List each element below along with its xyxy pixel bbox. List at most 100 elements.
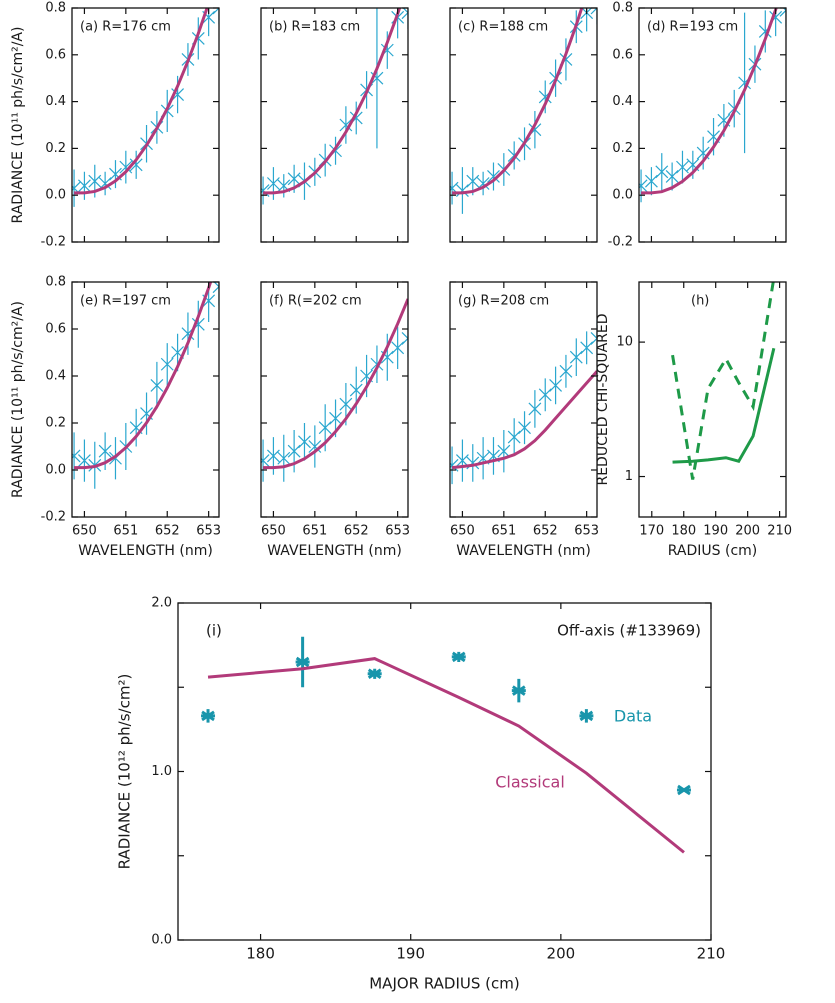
y-axis-label: RADIANCE (10¹¹ ph/s/cm²/A) <box>10 27 26 224</box>
plot-area <box>450 319 597 485</box>
data-point <box>295 636 310 688</box>
x-tick-label: 651 <box>113 524 138 539</box>
data-point <box>487 162 500 191</box>
x-tick-label: 650 <box>261 524 286 539</box>
data-point <box>580 331 594 365</box>
x-tick-label: 653 <box>196 524 221 539</box>
model-line <box>263 8 402 195</box>
data-point <box>298 423 311 461</box>
y-tick-label: 1 <box>625 469 633 484</box>
y-axis-label: REDUCED CHI-SQUARED <box>595 313 611 485</box>
y-tick-label: 0.4 <box>612 94 633 109</box>
y-tick-label: 0.2 <box>45 141 66 156</box>
data-point <box>450 446 459 485</box>
data-point <box>590 319 597 358</box>
x-tick-label: 651 <box>491 524 516 539</box>
frame <box>260 281 409 518</box>
x-tick-label: 652 <box>155 524 180 539</box>
data-point <box>538 378 552 412</box>
y-tick-label: 0.6 <box>45 47 66 62</box>
y-tick-label: 0.8 <box>612 1 633 16</box>
frame <box>449 7 598 243</box>
plot-area <box>639 8 786 203</box>
plot-area <box>261 8 408 205</box>
data-point <box>707 117 720 156</box>
data-point <box>779 8 786 27</box>
data-point <box>77 439 91 482</box>
y-tick-label: 2.0 <box>151 596 172 611</box>
x-tick-label: 190 <box>396 945 425 963</box>
data-point <box>266 167 280 200</box>
data-point <box>579 709 594 723</box>
panel-title: (e) R=197 cm <box>80 294 171 309</box>
x-tick-label: 650 <box>450 524 475 539</box>
data-point <box>590 8 597 25</box>
model-line <box>451 370 597 470</box>
frame <box>449 281 598 518</box>
x-tick-label: 180 <box>246 945 275 963</box>
panel-title: (f) R(=202 cm <box>269 294 362 309</box>
data-point <box>201 709 216 723</box>
frame <box>638 7 787 243</box>
plot-area <box>450 8 597 214</box>
data-point <box>72 169 81 207</box>
model-line <box>672 347 776 464</box>
model-line <box>452 8 584 195</box>
data-point <box>455 439 469 482</box>
model-line <box>74 282 213 470</box>
data-point <box>349 366 363 414</box>
data-point <box>451 651 466 663</box>
x-tick-label: 210 <box>697 945 726 963</box>
y-tick-label: 0.6 <box>45 322 66 337</box>
plot-area <box>72 282 219 489</box>
frame <box>638 281 787 518</box>
x-axis-label: WAVELENGTH (nm) <box>267 543 402 559</box>
frame <box>71 281 220 518</box>
panel-title: (c) R=188 cm <box>458 20 548 35</box>
data-point <box>665 162 679 191</box>
x-tick-label: 200 <box>547 945 576 963</box>
data-point <box>511 678 526 703</box>
y-tick-label: -0.2 <box>608 235 633 250</box>
x-tick-label: 180 <box>671 524 696 539</box>
y-tick-label: 0.0 <box>45 463 66 478</box>
y-tick-label: -0.2 <box>41 510 66 525</box>
plot-area <box>261 298 408 482</box>
y-tick-label: 0.8 <box>45 275 66 290</box>
y-tick-label: 1.0 <box>151 764 172 779</box>
panel-title: (i) <box>206 622 222 640</box>
data-point <box>77 171 91 200</box>
x-tick-label: 653 <box>385 524 410 539</box>
plot-area <box>671 282 776 480</box>
model-line <box>641 8 778 195</box>
x-axis-label: WAVELENGTH (nm) <box>78 543 213 559</box>
model-line <box>74 8 209 195</box>
data-point <box>497 430 511 473</box>
y-tick-label: -0.2 <box>41 235 66 250</box>
data-point <box>580 8 594 32</box>
y-tick-label: 0.6 <box>612 47 633 62</box>
data-point <box>450 171 459 205</box>
data-point <box>72 432 81 480</box>
x-tick-label: 190 <box>703 524 728 539</box>
y-axis-label: RADIANCE (10¹¹ ph/s/cm²/A) <box>10 301 26 498</box>
panel-title: (h) <box>691 294 709 309</box>
data-point <box>644 167 658 196</box>
data-point <box>160 343 174 386</box>
data-point <box>676 150 689 184</box>
data-point <box>507 418 521 456</box>
data-point <box>476 437 490 480</box>
data-point <box>639 169 648 203</box>
series-label: Classical <box>495 773 565 792</box>
y-tick-label: 0.0 <box>612 188 633 203</box>
x-tick-label: 170 <box>639 524 664 539</box>
y-tick-label: 0.2 <box>612 141 633 156</box>
data-point <box>676 784 691 796</box>
data-point <box>339 106 353 144</box>
x-axis-label: WAVELENGTH (nm) <box>456 543 591 559</box>
data-point <box>487 437 500 475</box>
x-axis-label: MAJOR RADIUS (cm) <box>369 975 520 993</box>
panel-title: (a) R=176 cm <box>80 20 171 35</box>
plot-area <box>72 8 219 207</box>
